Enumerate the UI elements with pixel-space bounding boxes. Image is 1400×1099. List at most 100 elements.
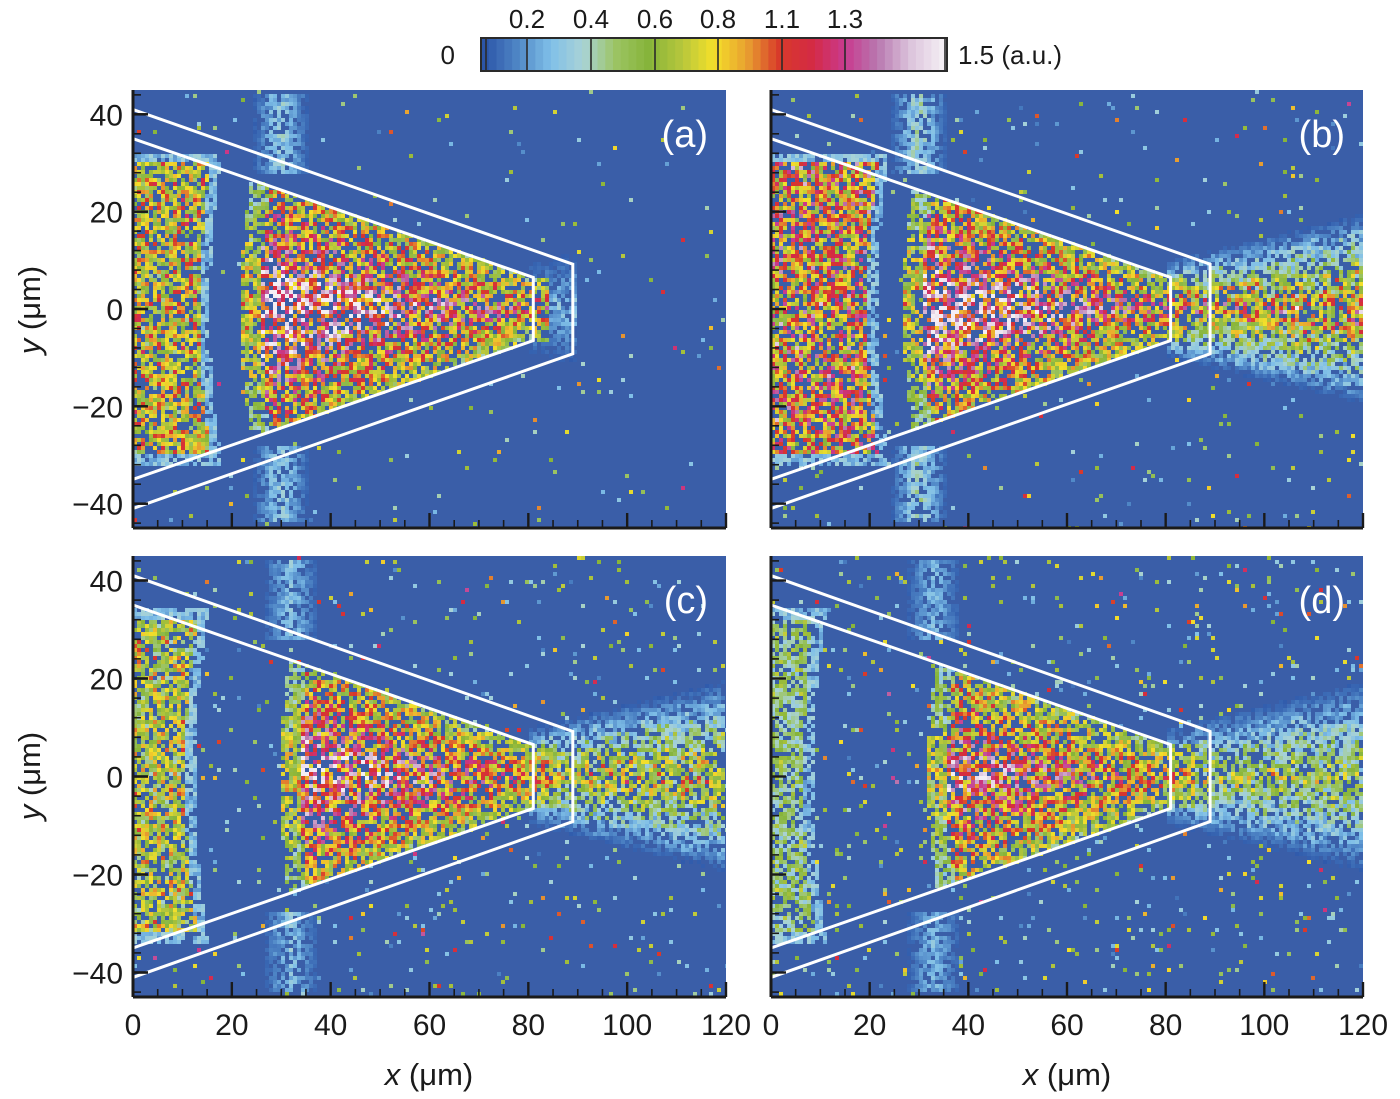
density-cell [277,358,281,362]
density-cell [525,218,529,222]
density-cell [289,478,293,482]
density-cell [823,186,827,190]
density-cell [309,238,313,242]
density-cell [249,274,253,278]
density-cell [405,110,409,114]
density-cell [345,306,349,310]
density-cell [417,258,421,262]
density-cell [265,354,269,358]
density-cell [815,218,819,222]
density-cell [469,286,473,290]
density-cell [209,222,213,226]
density-cell [197,358,201,362]
density-cell [141,366,145,370]
density-cell [253,122,257,126]
density-cell [807,154,811,158]
density-cell [939,154,943,158]
density-cell [835,218,839,222]
density-cell [441,250,445,254]
density-cell [369,274,373,278]
density-cell [397,246,401,250]
density-cell [153,242,157,246]
density-cell [875,210,879,214]
density-cell [369,326,373,330]
density-cell [249,374,253,378]
density-cell [273,478,277,482]
density-cell [149,426,153,430]
colorbar-swatch [496,38,505,71]
density-cell [899,142,903,146]
density-cell [173,186,177,190]
density-cell [843,202,847,206]
density-cell [859,186,863,190]
density-cell [269,154,273,158]
density-cell [269,450,273,454]
density-cell [473,302,477,306]
density-cell [177,306,181,310]
density-cell [293,282,297,286]
density-cell [301,130,305,134]
density-cell [879,170,883,174]
density-cell [867,162,871,166]
density-cell [193,306,197,310]
density-cell [943,114,947,118]
density-cell [409,346,413,350]
density-cell [795,170,799,174]
density-cell [859,118,863,122]
density-cell [983,138,987,142]
density-cell [397,262,401,266]
density-cell [931,142,935,146]
density-cell [173,290,177,294]
density-cell [413,294,417,298]
density-cell [269,94,273,98]
density-cell [197,254,201,258]
density-cell [177,442,181,446]
density-cell [273,314,277,318]
density-cell [201,302,205,306]
density-cell [369,378,373,382]
density-cell [417,266,421,270]
density-cell [481,266,485,270]
density-cell [457,314,461,318]
density-cell [353,326,357,330]
density-cell [1283,170,1287,174]
density-cell [313,350,317,354]
density-cell [301,342,305,346]
density-cell [265,470,269,474]
density-cell [859,198,863,202]
density-cell [903,138,907,142]
density-cell [919,138,923,142]
density-cell [261,134,265,138]
density-cell [305,346,309,350]
density-cell [293,110,297,114]
density-cell [819,182,823,186]
density-cell [273,146,277,150]
density-cell [911,154,915,158]
density-cell [345,354,349,358]
colorbar-swatch [488,38,498,71]
density-cell [261,518,265,522]
density-cell [601,182,605,186]
density-cell [385,334,389,338]
density-cell [445,114,449,118]
density-cell [541,278,545,282]
density-cell [329,314,333,318]
density-cell [939,110,943,114]
density-cell [345,282,349,286]
density-cell [413,266,417,270]
density-cell [513,342,517,346]
density-cell [325,282,329,286]
density-cell [193,154,197,158]
density-cell [305,398,309,402]
density-cell [309,342,313,346]
density-cell [297,358,301,362]
density-cell [791,214,795,218]
density-cell [911,150,915,154]
density-cell [285,330,289,334]
density-cell [241,342,245,346]
density-cell [545,270,549,274]
density-cell [169,326,173,330]
density-cell [321,138,325,142]
density-cell [189,366,193,370]
target-outline-outer [133,108,575,510]
